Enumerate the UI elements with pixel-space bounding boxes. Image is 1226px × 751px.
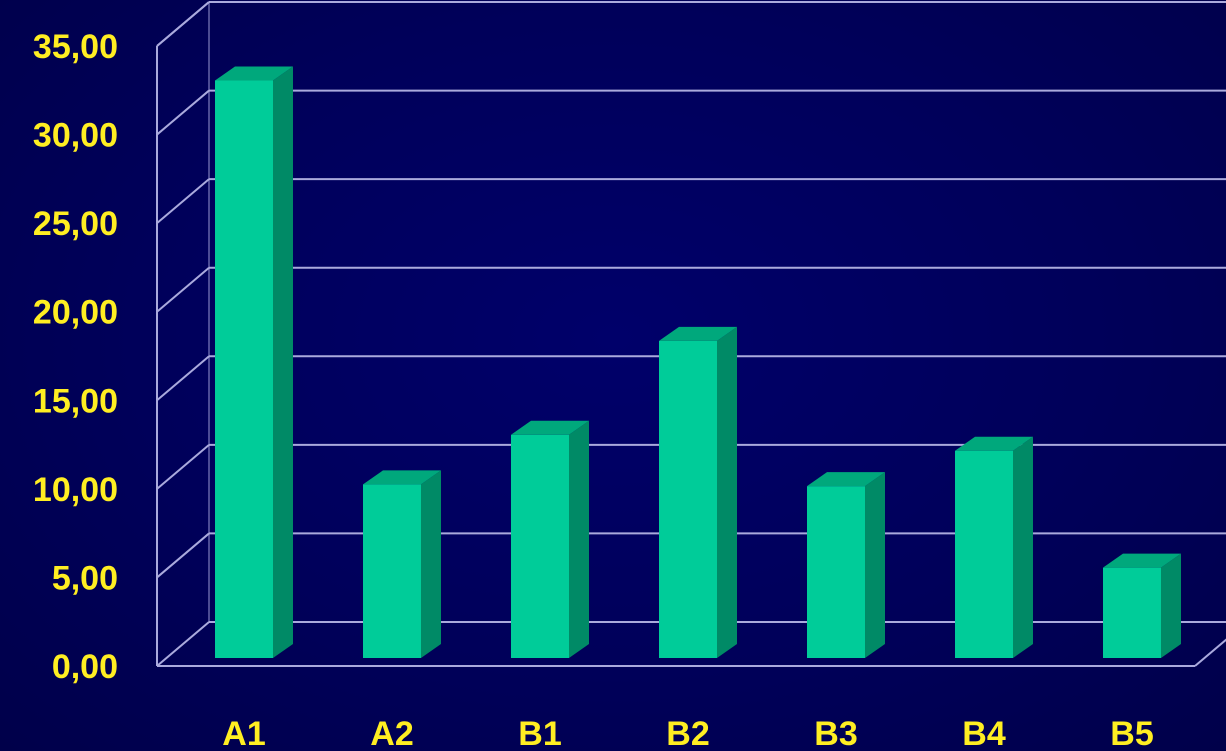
bar-front-face xyxy=(363,484,421,658)
x-tick-label-B1: B1 xyxy=(518,715,561,751)
gridline-depth xyxy=(156,266,210,313)
bar-A1 xyxy=(215,66,293,658)
x-tick-label-B2: B2 xyxy=(666,715,709,751)
bar-front-face xyxy=(215,80,273,658)
bar-top-face xyxy=(807,472,885,487)
bar-top-face xyxy=(511,420,589,435)
bar-side-face xyxy=(273,66,293,658)
bar-B1 xyxy=(511,420,589,658)
gridline-depth xyxy=(156,1,210,47)
bar-top-face xyxy=(659,326,737,341)
y-tick-label: 20,00 xyxy=(33,294,118,332)
y-tick-label: 5,00 xyxy=(52,559,118,597)
x-tick-label-B4: B4 xyxy=(962,715,1006,751)
y-tick-label: 0,00 xyxy=(52,648,118,686)
bar-side-face xyxy=(865,472,885,658)
bar-top-face xyxy=(363,470,441,485)
floor-right-edge xyxy=(1194,638,1226,667)
bar-top-face xyxy=(955,436,1033,451)
y-tick-label: 25,00 xyxy=(33,205,118,243)
bar-front-face xyxy=(659,340,717,658)
y-tick-label: 35,00 xyxy=(33,28,118,66)
bar-top-face xyxy=(215,66,293,81)
gridline-depth xyxy=(156,621,210,667)
bar-front-face xyxy=(807,486,865,658)
x-tick-label-B5: B5 xyxy=(1110,715,1153,751)
bar-side-face xyxy=(1161,553,1181,658)
bar-B5 xyxy=(1103,553,1181,658)
bar-A2 xyxy=(363,470,441,658)
bar-side-face xyxy=(717,326,737,658)
y-tick-label: 10,00 xyxy=(33,471,118,509)
gridline-depth xyxy=(156,532,210,579)
gridline-depth xyxy=(156,355,210,402)
gridline-depth xyxy=(156,89,210,136)
x-tick-label-B3: B3 xyxy=(814,715,857,751)
x-axis-tick-labels: A1 A2 B1 B2 B3 B4 B5 xyxy=(222,715,1153,751)
bar-front-face xyxy=(511,434,569,658)
bar-top-face xyxy=(1103,553,1181,568)
y-tick-label: 30,00 xyxy=(33,117,118,155)
x-tick-label-A1: A1 xyxy=(222,715,265,751)
bar-side-face xyxy=(421,470,441,658)
bar-B4 xyxy=(955,436,1033,658)
bar-B2 xyxy=(659,326,737,658)
y-tick-label: 15,00 xyxy=(33,382,118,420)
bars xyxy=(215,66,1181,658)
bar-front-face xyxy=(955,450,1013,658)
gridline-depth xyxy=(156,178,210,224)
y-axis-tick-labels: 0,00 5,00 10,00 15,00 20,00 25,00 30,00 35,00 xyxy=(33,28,118,686)
bar-B3 xyxy=(807,472,885,658)
x-tick-label-A2: A2 xyxy=(370,715,413,751)
gridline-depth xyxy=(156,444,210,490)
bar-side-face xyxy=(1013,436,1033,658)
bar-front-face xyxy=(1103,567,1161,658)
bar-side-face xyxy=(569,420,589,658)
